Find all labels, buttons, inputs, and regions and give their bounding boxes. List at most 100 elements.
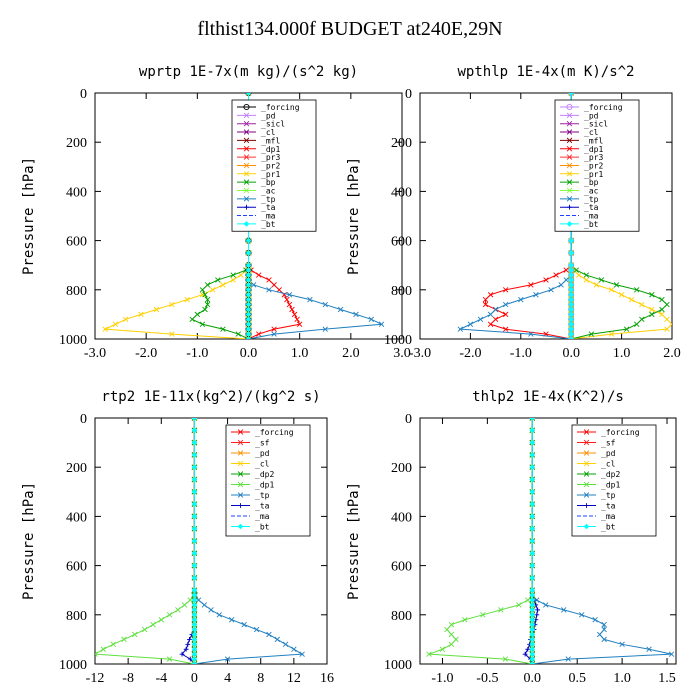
data-point [322,301,328,308]
data-point [191,641,198,648]
data-point [529,418,535,421]
data-point [568,336,574,339]
data-point [529,661,535,664]
y-tick-label: 400 [66,185,87,200]
data-point [529,427,536,434]
panel-title: wprtp 1E-7x(m kg)/(s^2 kg) [139,64,358,80]
series-line [428,418,533,664]
data-point [529,418,536,421]
data-point [245,282,252,288]
data-point [568,250,574,256]
data-point [245,93,252,96]
data-point [191,626,198,633]
data-point [668,651,675,657]
data-point [181,602,188,608]
data-point [480,612,486,618]
data-point [245,301,252,308]
data-point [245,93,252,96]
data-point [563,277,569,283]
data-point [271,331,277,337]
data-point [522,651,528,657]
data-point [191,562,198,569]
x-tick-label: 1.0 [291,346,309,361]
data-point [110,641,116,648]
data-point [158,617,165,623]
data-point [529,621,536,628]
data-point [202,306,208,313]
data-point [439,646,446,652]
legend-label: _cl [601,460,616,469]
data-point [462,617,468,623]
data-point [235,331,241,337]
data-point [220,326,226,332]
data-point [191,651,198,657]
legend-marker [243,187,250,194]
legend-marker [584,503,589,508]
legend-entry: _tp [231,491,270,500]
data-point [191,439,198,446]
legend-entry: _bt [231,523,270,532]
legend-marker [583,492,590,498]
data-point [191,631,198,638]
legend-entry: _cl [560,128,599,137]
x-tick-label: -0.5 [476,671,498,686]
data-point [245,316,252,323]
panel-title: thlp2 1E-4x(K^2)/s [472,389,624,405]
y-axis-label: Pressure [hPa] [346,482,362,600]
legend-label: _dp1 [261,145,280,154]
y-tick-label: 200 [391,136,412,151]
data-point [191,607,198,613]
data-point [529,538,536,544]
data-point [215,277,221,283]
data-point [230,277,236,283]
x-tick-label: 0.0 [562,346,580,361]
data-point [618,292,625,298]
legend-label: _forcing [584,103,623,112]
y-tick-label: 800 [391,284,412,299]
data-point [448,641,455,648]
data-point [502,326,509,332]
legend: _forcing _sf_pd _cl_dp2 _dp1_tp _ta_ma _bt [571,424,657,537]
data-point [529,636,536,643]
data-point [245,311,252,318]
data-point [187,637,192,642]
y-tick-label: 600 [391,235,412,250]
data-point [138,311,144,318]
data-point [195,597,202,603]
legend-entry: _sf [231,439,270,448]
data-point [568,237,574,244]
legend-label: _pr1 [584,170,603,179]
data-point [568,262,574,268]
legend-marker [566,171,573,177]
legend-label: _bp [261,178,276,187]
legend-entry: _ta [231,502,270,511]
y-tick-label: 1000 [59,333,87,348]
legend-label: _sf [255,439,270,448]
data-point [529,646,536,653]
x-tick-label: 0.0 [240,346,258,361]
data-point [191,489,198,495]
data-point [568,336,574,339]
legend-label: _dp1 [255,481,274,490]
data-point [543,277,549,283]
legend-entry: _dp1 [237,145,280,154]
legend-entry: _cl [577,460,616,469]
legend-entry: _pr2 [237,161,280,170]
legend-label: _forcing [601,428,640,437]
data-point [529,661,536,664]
legend-label: _tp [255,491,270,500]
data-point [482,296,489,303]
data-point [194,311,201,318]
data-point [498,607,504,613]
data-point [201,602,208,608]
data-point [457,326,464,332]
data-point [568,321,574,328]
data-point [199,287,206,293]
data-point [529,612,536,618]
legend-marker [243,137,250,144]
data-point [208,607,214,613]
data-point [543,602,549,608]
data-point [529,452,536,458]
data-point [516,602,522,608]
data-point [191,661,198,664]
